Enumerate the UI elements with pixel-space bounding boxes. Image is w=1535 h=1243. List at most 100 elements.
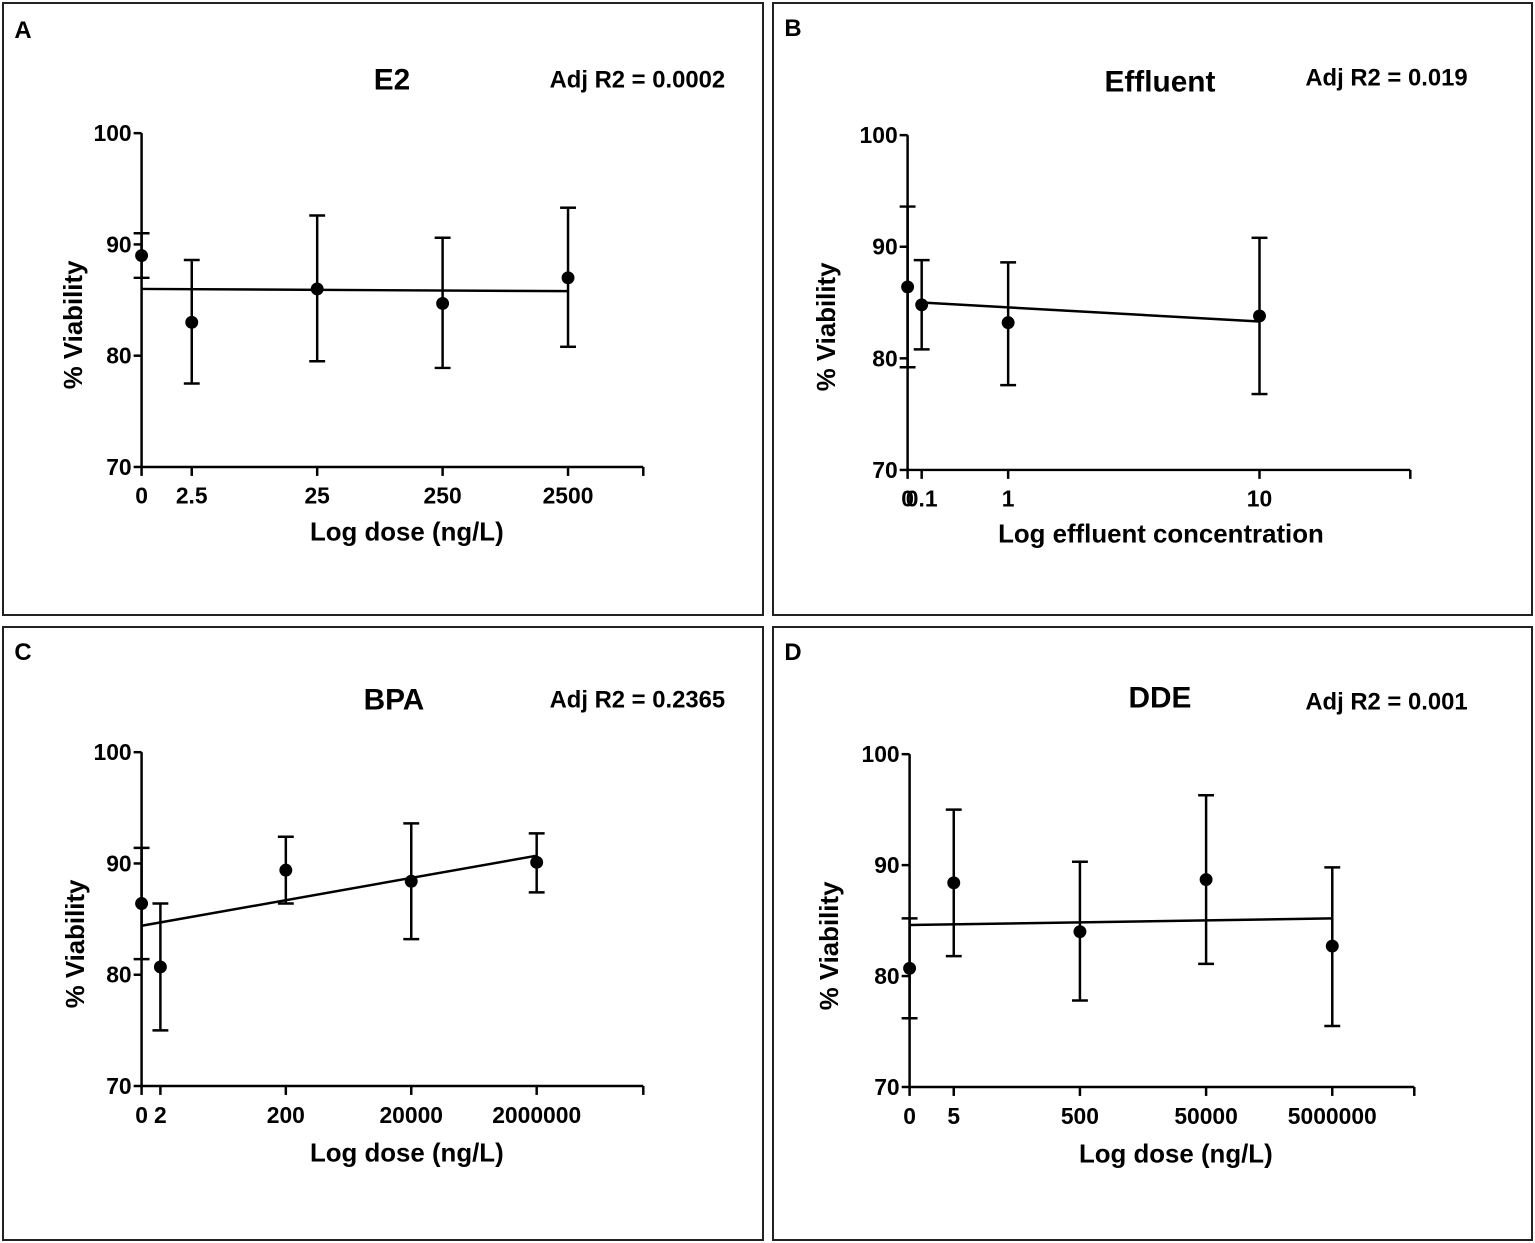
regression-line xyxy=(909,917,1333,927)
data-point xyxy=(135,897,149,910)
data-point xyxy=(1253,309,1266,323)
panel-d: D DDE Adj R2 = 0.001 70 80 90 100 0 5 500 50000 500… xyxy=(772,626,1533,1241)
data-point-group xyxy=(133,846,150,961)
x-tick-label: 1 xyxy=(1002,486,1015,512)
panel-c: C BPA Adj R2 = 0.2365 70 80 90 100 0 2 200 20000 20… xyxy=(2,626,764,1241)
data-point-group xyxy=(152,902,169,1032)
x-tick-label: 2500 xyxy=(543,483,594,509)
y-tick-label: 70 xyxy=(872,457,897,483)
data-point-group xyxy=(1324,866,1341,1028)
data-point xyxy=(436,296,450,310)
y-axis-label: % Viability xyxy=(813,262,841,391)
regression-line xyxy=(141,854,537,927)
y-tick-label: 100 xyxy=(94,739,132,765)
data-point-group xyxy=(901,917,918,1020)
x-tick-label: 2000000 xyxy=(492,1102,581,1128)
data-point xyxy=(135,249,149,263)
data-point xyxy=(903,961,917,975)
data-point xyxy=(915,298,929,312)
y-axis-label: % Viability xyxy=(60,260,88,389)
x-axis-label: Log dose (ng/L) xyxy=(1079,1141,1273,1169)
x-tick-label: 5 xyxy=(947,1103,960,1129)
y-tick-label: 80 xyxy=(106,962,131,988)
y-tick-label: 70 xyxy=(106,454,131,480)
data-point xyxy=(1199,873,1213,886)
x-tick-label: 250 xyxy=(424,483,462,509)
chart-bpa: C BPA Adj R2 = 0.2365 70 80 90 100 0 2 200 20000 20… xyxy=(14,639,725,1168)
data-point xyxy=(1325,939,1339,953)
y-tick-label: 90 xyxy=(106,850,131,876)
y-tick-label: 70 xyxy=(106,1073,131,1099)
y-tick-label: 90 xyxy=(872,234,897,260)
data-point-group xyxy=(1000,261,1017,387)
data-point xyxy=(1073,925,1087,939)
data-point-group xyxy=(560,206,576,349)
chart-dde: D DDE Adj R2 = 0.001 70 80 90 100 0 5 500 50000 500… xyxy=(784,639,1467,1169)
chart-effluent: B Effluent Adj R2 = 0.019 70 80 90 100 00.1 1 10 L… xyxy=(784,15,1467,549)
x-tick-label: 25 xyxy=(304,483,330,509)
panel-letter: D xyxy=(784,639,801,666)
y-axis-label: % Viability xyxy=(816,881,844,1010)
regression-line xyxy=(921,301,1260,323)
data-point-group xyxy=(309,214,326,363)
x-tick-label: 0 xyxy=(901,486,914,512)
panel-letter: C xyxy=(14,639,31,666)
chart-title: DDE xyxy=(1128,681,1191,714)
data-point xyxy=(310,282,324,296)
x-tick-label: 200 xyxy=(267,1102,305,1128)
data-point-group xyxy=(133,232,150,280)
data-point-group xyxy=(403,822,420,941)
data-point xyxy=(279,863,293,877)
x-tick-label: 500 xyxy=(1061,1103,1099,1129)
x-axis-label: Log dose (ng/L) xyxy=(310,1140,504,1168)
chart-title: BPA xyxy=(364,683,425,716)
data-point xyxy=(901,280,915,294)
y-axis-label: % Viability xyxy=(62,879,90,1008)
x-tick-label: 0 xyxy=(135,1102,148,1128)
panel-b: B Effluent Adj R2 = 0.019 70 80 90 100 0 0.1 1 10 L… xyxy=(772,2,1533,616)
x-tick-label: 0 xyxy=(135,483,148,509)
y-tick-label: 80 xyxy=(872,345,897,371)
y-tick-label: 100 xyxy=(860,122,898,148)
data-point xyxy=(185,315,199,329)
data-point xyxy=(530,855,544,869)
r2-annotation: Adj R2 = 0.019 xyxy=(1305,64,1467,91)
y-tick-label: 70 xyxy=(874,1074,899,1100)
data-point-group xyxy=(183,258,200,385)
y-tick-label: 90 xyxy=(106,231,131,257)
r2-annotation: Adj R2 = 0.0002 xyxy=(550,66,726,93)
x-tick-label: 5000000 xyxy=(1288,1103,1377,1129)
chart-title: Effluent xyxy=(1104,65,1215,98)
data-point xyxy=(404,874,418,888)
y-tick-label: 100 xyxy=(862,741,900,767)
x-tick-label: 0.1 xyxy=(906,486,938,512)
x-tick-label: 50000 xyxy=(1174,1103,1238,1129)
data-point-group xyxy=(913,258,930,351)
panel-letter: B xyxy=(784,15,801,42)
y-tick-label: 80 xyxy=(874,963,899,989)
y-tick-label: 80 xyxy=(106,343,131,369)
x-tick-label: 2 xyxy=(154,1102,167,1128)
data-point xyxy=(153,960,167,974)
x-tick-label: 20000 xyxy=(379,1102,443,1128)
data-point-group xyxy=(1198,793,1215,966)
data-point-group xyxy=(945,808,962,958)
x-tick-label: 10 xyxy=(1247,486,1272,512)
data-point-group xyxy=(1071,860,1088,1002)
data-point-group xyxy=(1251,236,1268,396)
panel-letter: A xyxy=(14,17,31,44)
data-point xyxy=(561,271,575,285)
chart-title: E2 xyxy=(374,63,410,96)
chart-e2: A E2 Adj R2 = 0.0002 70 80 90 100 0 2.5 25 250 2500… xyxy=(14,17,726,547)
x-axis-label: Log effluent concentration xyxy=(998,520,1324,548)
panel-a: A E2 Adj R2 = 0.0002 70 80 90 100 0 2.5 25 250 2500… xyxy=(2,2,764,616)
data-point xyxy=(1001,316,1015,330)
y-tick-label: 90 xyxy=(874,852,899,878)
data-point-group xyxy=(528,832,545,894)
data-point-group xyxy=(899,205,916,369)
y-tick-label: 100 xyxy=(94,120,132,146)
data-point xyxy=(947,876,961,890)
x-tick-label: 2.5 xyxy=(176,483,208,509)
regression-line xyxy=(141,287,569,293)
data-point-group xyxy=(434,236,451,370)
